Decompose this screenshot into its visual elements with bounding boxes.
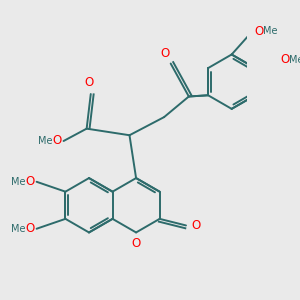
Text: O: O	[85, 76, 94, 89]
Text: O: O	[26, 175, 35, 188]
Text: O: O	[160, 47, 170, 60]
Text: O: O	[131, 237, 141, 250]
Text: O: O	[53, 134, 62, 148]
Text: O: O	[191, 219, 200, 232]
Text: Me: Me	[38, 136, 53, 146]
Text: Me: Me	[263, 26, 278, 36]
Text: Me: Me	[11, 177, 26, 187]
Text: O: O	[26, 222, 35, 235]
Text: Me: Me	[289, 55, 300, 65]
Text: Me: Me	[11, 224, 26, 234]
Text: O: O	[254, 25, 263, 38]
Text: O: O	[280, 53, 289, 66]
